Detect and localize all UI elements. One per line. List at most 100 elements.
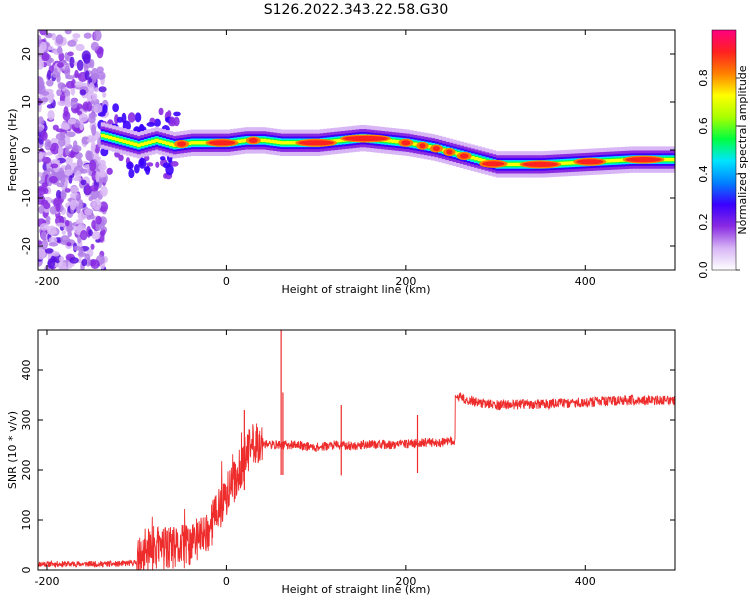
- spectrogram-hot-core: [401, 140, 411, 146]
- spectrogram-noise-blob: [58, 51, 65, 62]
- spectrogram-ridge-cell: [560, 161, 565, 166]
- spectrogram-noise-blob: [57, 100, 67, 107]
- x-tick-label: 200: [395, 575, 416, 588]
- x-tick-label: -200: [34, 575, 59, 588]
- spectrogram-ridge-cell: [664, 157, 669, 162]
- spectrogram-ridge-cell: [513, 162, 518, 167]
- spectrogram-ridge-cell: [291, 141, 296, 145]
- chart-title: S126.2022.343.22.58.G30: [264, 2, 449, 18]
- spectrogram-noise-blob: [91, 220, 97, 230]
- spectrogram-ridge-cell: [140, 142, 145, 146]
- spectrogram-ridge-cell: [675, 155, 679, 164]
- spectrogram-noise-blob: [102, 92, 107, 98]
- spectrogram-ridge-cell: [118, 138, 123, 143]
- spectrogram-ridge-cell: [273, 140, 278, 144]
- y-tick-label: 100: [20, 510, 33, 531]
- spectrogram-noise-blob: [72, 33, 81, 39]
- spectrogram-ridge-cell: [237, 139, 242, 144]
- spectrogram-blob: [159, 156, 166, 161]
- spectrogram-blob: [127, 112, 136, 123]
- spectrogram-noise-blob: [90, 259, 100, 270]
- spectrogram-noise-blob: [39, 41, 47, 52]
- colorbar-tick-label: 0.4: [697, 165, 710, 183]
- spectrogram-ridge-cell: [675, 158, 679, 161]
- spectrogram-ridge-cell: [413, 142, 418, 146]
- spectrogram-ridge-cell: [477, 157, 482, 162]
- spectrogram-blob: [155, 161, 160, 168]
- spectrogram-ridge-cell: [100, 133, 105, 138]
- spectrogram-ridge-cell: [613, 158, 619, 163]
- spectrogram-noise-blob: [96, 71, 106, 80]
- spectrogram-ridge-cell: [395, 139, 400, 144]
- spectrogram-noise-blob: [46, 79, 54, 87]
- spectrogram-ridge-cell: [474, 156, 479, 161]
- spectrogram-blob: [126, 161, 134, 170]
- spectrogram-noise-blob: [43, 202, 51, 210]
- colorbar: 0.0 0.2 0.4 0.6 0.8 Normalized spectral ampl…: [697, 29, 749, 279]
- spectrogram-noise-blob: [50, 163, 59, 169]
- snr-marks: [38, 330, 675, 570]
- spectrogram-ridge-cell: [111, 136, 116, 141]
- spectrogram-noise-blob: [89, 185, 99, 192]
- spectrogram-noise-blob: [88, 196, 94, 202]
- spectrogram-ridge-cell: [143, 141, 149, 145]
- snr-y-label: SNR (10 * v/v): [6, 411, 19, 489]
- spectrogram-ridge-cell: [606, 159, 612, 163]
- spectrogram-noise-blob: [41, 97, 49, 103]
- spectrogram-noise-blob: [39, 30, 48, 36]
- spectrogram-ridge-cell: [391, 139, 396, 143]
- colorbar-label: Normalized spectral amplitude: [736, 65, 749, 234]
- spectrogram-noise-blob: [82, 101, 89, 111]
- spectrogram-hot-core: [625, 157, 662, 163]
- spectrogram-noise-blob: [69, 56, 75, 69]
- spectrogram-ridge-cell: [197, 141, 202, 145]
- spectrogram-noise-blob: [48, 236, 58, 244]
- spectrogram-noise-blob: [80, 179, 87, 186]
- spectrogram-noise-blob: [94, 87, 99, 93]
- spectrogram-noise-blob: [38, 205, 44, 214]
- spectrogram-hot-core: [576, 159, 604, 165]
- spectrogram-noise-blob: [38, 172, 43, 177]
- spectrogram-noise-blob: [74, 170, 82, 181]
- spectrogram-noise-blob: [47, 69, 52, 80]
- snr-frame: [37, 329, 676, 571]
- spectrogram-ridge-cell: [107, 135, 113, 140]
- spectrogram-noise-blob: [74, 81, 84, 88]
- spectrogram-noise-blob: [100, 185, 108, 197]
- spectrogram-blob: [163, 173, 168, 179]
- y-tick-label: 0: [20, 567, 33, 574]
- spectrogram-ridge-cell: [280, 141, 285, 145]
- y-tick-label: 300: [20, 410, 33, 431]
- spectrogram-noise-blob: [60, 189, 67, 200]
- spectrogram-noise-blob: [90, 243, 95, 250]
- spectrogram-ridge-cell: [133, 142, 138, 146]
- spectrogram-noise-blob: [84, 253, 91, 262]
- spectrogram-blob: [116, 116, 123, 123]
- spectrogram-noise-blob: [88, 213, 95, 220]
- spectrogram-noise-blob: [91, 67, 99, 79]
- spectrogram-ridge-cell: [675, 150, 679, 168]
- spectrogram-noise-blob: [96, 66, 104, 74]
- spectrogram-noise-blob: [84, 208, 93, 216]
- spectrogram-noise-blob: [67, 39, 77, 47]
- spectrogram-noise-blob: [39, 152, 48, 157]
- spectrogram-ridge-cell: [517, 162, 522, 167]
- spectrogram-y-ticks: -20 -10 0 10 20: [20, 47, 675, 255]
- spectrogram-ridge-cell: [671, 157, 675, 162]
- spectrogram-noise-blob: [76, 193, 81, 202]
- spectrogram-noise-blob: [91, 124, 97, 136]
- spectrogram-blob: [112, 103, 119, 113]
- spectrogram-noise-blob: [57, 261, 67, 270]
- colorbar-frame: [711, 29, 737, 271]
- spectrogram-noise-blob: [55, 202, 61, 212]
- spectrogram-blob: [143, 166, 151, 172]
- colorbar-tick-label: 0.2: [697, 213, 710, 231]
- spectrogram-noise-blob: [40, 130, 48, 141]
- colorbar-tick-label: 0.0: [697, 261, 710, 279]
- spectrogram-noise-blob: [64, 188, 71, 193]
- spectrogram-noise-blob: [69, 199, 77, 211]
- spectrogram-noise-blob: [64, 156, 73, 165]
- spectrogram-noise-blob: [40, 230, 47, 241]
- spectrogram-noise-blob: [79, 89, 87, 96]
